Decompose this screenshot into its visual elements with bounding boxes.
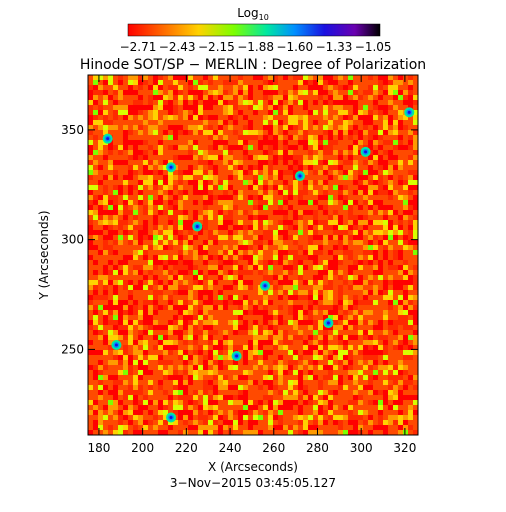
x-axis-ticks: 180 200 220 240 260 280 300 320 [87, 75, 416, 455]
y-tick-label: 350 [61, 123, 84, 137]
colorbar-tick-label: −1.33 [316, 40, 353, 54]
x-axis-label: X (Arcseconds) [208, 460, 298, 474]
x-tick-label: 280 [306, 441, 329, 455]
polarization-map [87, 74, 419, 436]
y-tick-label: 250 [61, 342, 84, 356]
x-tick-label: 320 [393, 441, 416, 455]
colorbar: Log10 −2.71 −2.43 −2.15 −1.88 −1.60 −1.33 −1.0… [120, 6, 392, 54]
colorbar-tick-label: −2.43 [159, 40, 196, 54]
y-tick-label: 300 [61, 233, 84, 247]
colorbar-tick-label: −2.15 [198, 40, 235, 54]
plot-title: Hinode SOT/SP − MERLIN : Degree of Polar… [80, 57, 426, 73]
colorbar-tick-label: −1.88 [237, 40, 274, 54]
x-tick-label: 220 [175, 441, 198, 455]
x-tick-label: 240 [219, 441, 242, 455]
plot-frame [87, 74, 419, 436]
y-axis-label: Y (Arcseconds) [37, 210, 51, 300]
colorbar-label: Log10 [237, 6, 269, 22]
map-texture [88, 75, 418, 435]
x-tick-label: 200 [131, 441, 154, 455]
timestamp: 3−Nov−2015 03:45:05.127 [170, 476, 336, 490]
x-tick-label: 180 [87, 441, 110, 455]
x-tick-label: 300 [350, 441, 373, 455]
colorbar-gradient [127, 23, 381, 37]
x-tick-label: 260 [262, 441, 285, 455]
colorbar-ticks: −2.71 −2.43 −2.15 −1.88 −1.60 −1.33 −1.05 [120, 40, 392, 54]
colorbar-tick-label: −1.60 [276, 40, 313, 54]
colorbar-tick-label: −1.05 [355, 40, 392, 54]
colorbar-tick-label: −2.71 [120, 40, 157, 54]
y-axis-ticks: 250 300 350 [61, 123, 418, 356]
